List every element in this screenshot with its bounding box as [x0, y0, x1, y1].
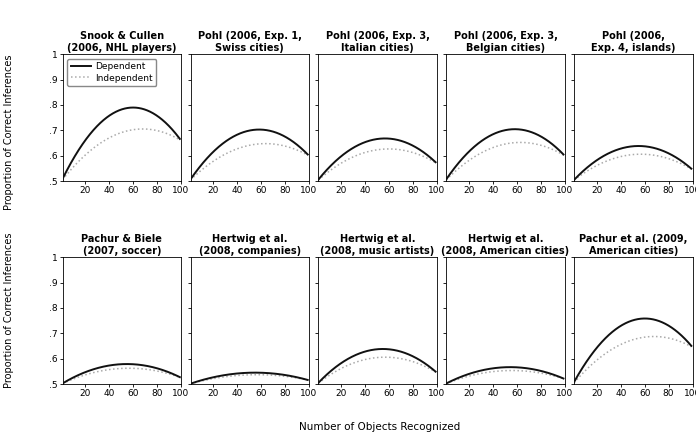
Title: Pohl (2006, Exp. 1,
Swiss cities): Pohl (2006, Exp. 1, Swiss cities) — [198, 31, 301, 53]
Title: Hertwig et al.
(2008, companies): Hertwig et al. (2008, companies) — [198, 234, 301, 256]
Text: Number of Objects Recognized: Number of Objects Recognized — [299, 422, 460, 433]
Title: Hertwig et al.
(2008, music artists): Hertwig et al. (2008, music artists) — [320, 234, 435, 256]
Title: Hertwig et al.
(2008, American cities): Hertwig et al. (2008, American cities) — [441, 234, 569, 256]
Text: Proportion of Correct Inferences: Proportion of Correct Inferences — [4, 55, 14, 210]
Title: Pohl (2006,
Exp. 4, islands): Pohl (2006, Exp. 4, islands) — [591, 31, 676, 53]
Title: Snook & Cullen
(2006, NHL players): Snook & Cullen (2006, NHL players) — [67, 31, 177, 53]
Legend: Dependent, Independent: Dependent, Independent — [67, 59, 157, 86]
Title: Pohl (2006, Exp. 3,
Belgian cities): Pohl (2006, Exp. 3, Belgian cities) — [454, 31, 557, 53]
Title: Pachur & Biele
(2007, soccer): Pachur & Biele (2007, soccer) — [81, 234, 162, 256]
Title: Pohl (2006, Exp. 3,
Italian cities): Pohl (2006, Exp. 3, Italian cities) — [326, 31, 429, 53]
Text: Proportion of Correct Inferences: Proportion of Correct Inferences — [4, 233, 14, 388]
Title: Pachur et al. (2009,
American cities): Pachur et al. (2009, American cities) — [579, 234, 688, 256]
